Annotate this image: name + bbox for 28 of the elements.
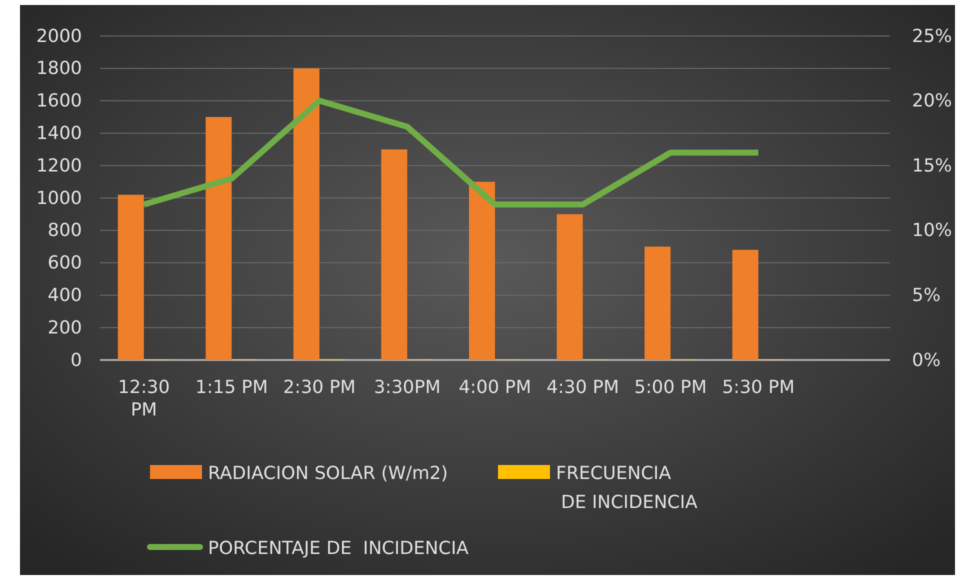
y-tick-label: 400 xyxy=(48,284,82,306)
y2-tick-label: 10% xyxy=(912,220,952,242)
y-tick-label: 800 xyxy=(48,220,82,242)
y-tick-label: 1200 xyxy=(36,155,82,176)
y-tick-label: 0 xyxy=(70,350,82,371)
x-tick-label: 2:30 PM xyxy=(283,376,356,398)
legend-label: RADIACION SOLAR (W/m2) xyxy=(208,463,448,484)
x-tick-label: 5:30 PM xyxy=(722,376,795,398)
y-tick-label: 600 xyxy=(48,252,82,274)
x-tick-label: 12:30 PM xyxy=(118,376,170,420)
y-tick-label: 1800 xyxy=(36,58,82,80)
y2-tick-label: 15% xyxy=(912,155,952,176)
y2-tick-label: 25% xyxy=(912,26,952,47)
x-tick-label: 4:30 PM xyxy=(546,376,620,398)
x-tick-label: 5:00 PM xyxy=(634,376,707,398)
y2-tick-label: 20% xyxy=(912,90,952,112)
y-tick-label: 1000 xyxy=(36,188,82,209)
x-tick-label: 1:15 PM xyxy=(195,376,268,398)
y2-tick-label: 0% xyxy=(912,350,941,371)
y-tick-label: 1600 xyxy=(36,90,82,112)
legend-label: PORCENTAJE DE INCIDENCIA xyxy=(208,538,470,559)
x-tick-label: 4:00 PM xyxy=(458,376,532,398)
y-tick-label: 2000 xyxy=(36,26,82,47)
legend-label: FRECUENCIA DE INCIDENCIA xyxy=(556,463,698,513)
x-tick-label: 3:30PM xyxy=(374,376,441,398)
y2-tick-label: 5% xyxy=(912,284,941,306)
y-tick-label: 200 xyxy=(48,317,82,338)
y-tick-label: 1400 xyxy=(36,122,82,144)
